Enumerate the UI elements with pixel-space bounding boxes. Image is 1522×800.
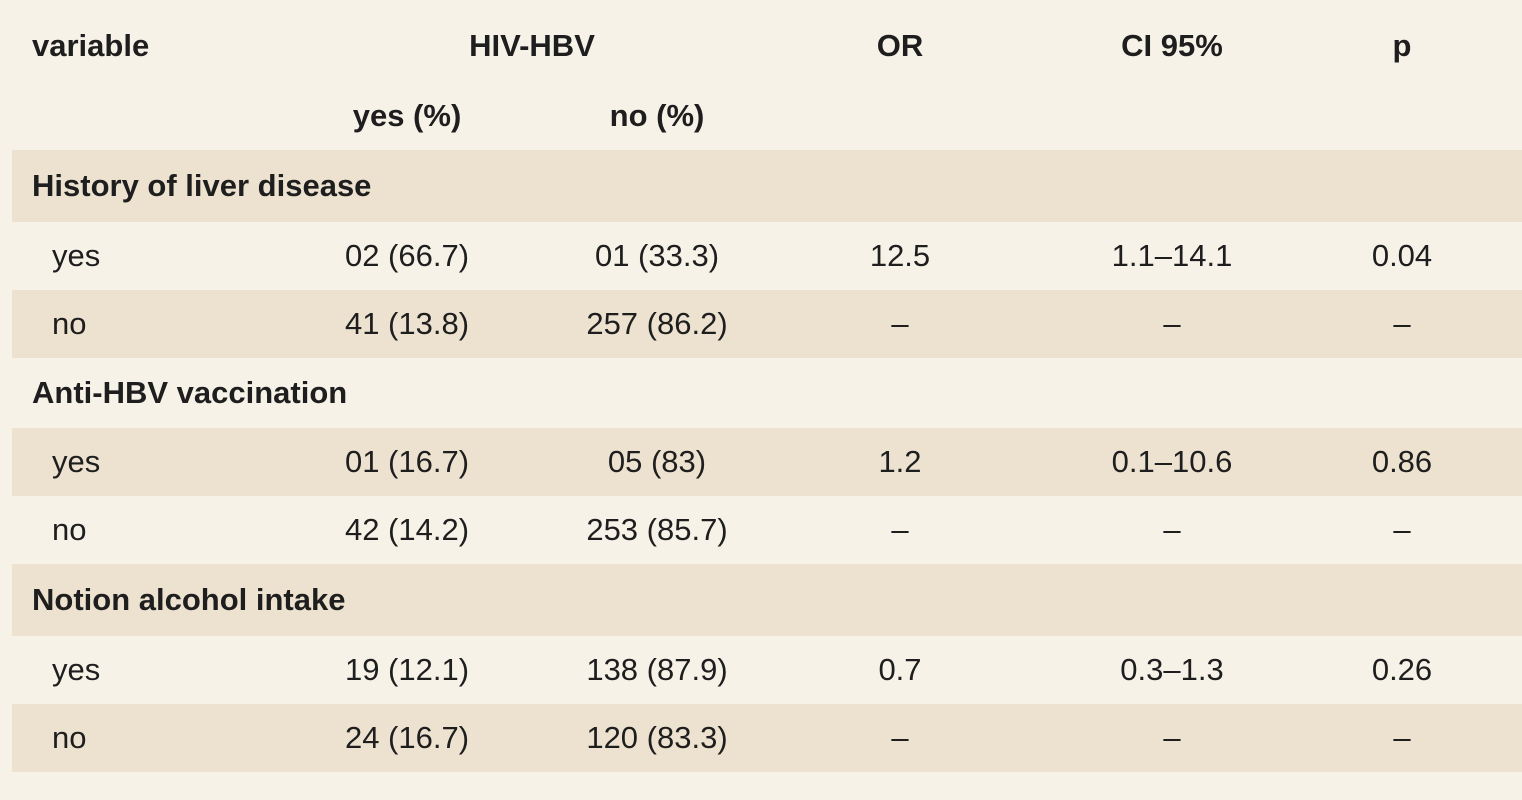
section-title: Anti-HBV vaccination <box>32 375 348 410</box>
table-row: yes 02 (66.7) 01 (33.3) 12.5 1.1–14.1 0.… <box>12 222 1522 290</box>
cell-no: 253 (85.7) <box>586 512 728 547</box>
cell-p: 0.86 <box>1371 444 1433 479</box>
cell-or: 12.5 <box>869 238 931 273</box>
cell-yes: 02 (66.7) <box>344 238 470 273</box>
row-label: no <box>52 512 87 547</box>
header-yes-pct: yes (%) <box>352 98 462 133</box>
cell-ci: 1.1–14.1 <box>1111 238 1233 273</box>
cell-ci: 0.3–1.3 <box>1120 652 1224 687</box>
cell-yes: 01 (16.7) <box>344 444 470 479</box>
cell-p: – <box>1393 306 1411 341</box>
cell-no: 01 (33.3) <box>594 238 720 273</box>
cell-or: 0.7 <box>878 652 922 687</box>
section-title: History of liver disease <box>32 168 372 203</box>
cell-p: 0.26 <box>1371 652 1433 687</box>
cell-or: 1.2 <box>878 444 922 479</box>
header-variable: variable <box>32 28 150 63</box>
row-label: yes <box>52 444 101 479</box>
cell-no: 05 (83) <box>607 444 707 479</box>
table-subheader-row: yes (%) no (%) <box>12 82 1522 150</box>
row-label: yes <box>52 238 101 273</box>
cell-ci: – <box>1163 306 1181 341</box>
cell-no: 257 (86.2) <box>586 306 728 341</box>
table-row: yes 01 (16.7) 05 (83) 1.2 0.1–10.6 0.86 <box>12 428 1522 496</box>
cell-yes: 41 (13.8) <box>344 306 470 341</box>
table-row: no 42 (14.2) 253 (85.7) – – – <box>12 496 1522 564</box>
cell-p: – <box>1393 720 1411 755</box>
cell-yes: 24 (16.7) <box>344 720 470 755</box>
header-ci: CI 95% <box>1121 28 1223 63</box>
table-row: no 24 (16.7) 120 (83.3) – – – <box>12 704 1522 772</box>
section-title-row: History of liver disease <box>12 150 1522 222</box>
row-label: no <box>52 720 87 755</box>
table-row: no 41 (13.8) 257 (86.2) – – – <box>12 290 1522 358</box>
section-title-row: Anti-HBV vaccination <box>12 358 1522 428</box>
table-header-row: variable HIV-HBV OR CI 95% p <box>12 10 1522 82</box>
cell-ci: – <box>1163 512 1181 547</box>
header-hiv-hbv: HIV-HBV <box>469 28 595 63</box>
header-p: p <box>1392 28 1412 63</box>
section-title: Notion alcohol intake <box>32 582 346 617</box>
table-row: yes 19 (12.1) 138 (87.9) 0.7 0.3–1.3 0.2… <box>12 636 1522 704</box>
header-no-pct: no (%) <box>609 98 705 133</box>
cell-p: – <box>1393 512 1411 547</box>
cell-no: 138 (87.9) <box>586 652 728 687</box>
header-or: OR <box>876 28 924 63</box>
cell-no: 120 (83.3) <box>586 720 728 755</box>
cell-p: 0.04 <box>1371 238 1433 273</box>
cell-yes: 19 (12.1) <box>344 652 470 687</box>
row-label: no <box>52 306 87 341</box>
cell-ci: – <box>1163 720 1181 755</box>
section-title-row: Notion alcohol intake <box>12 564 1522 636</box>
table-footer-band <box>12 772 1522 800</box>
cell-yes: 42 (14.2) <box>344 512 470 547</box>
cell-or: – <box>891 306 909 341</box>
cell-ci: 0.1–10.6 <box>1111 444 1233 479</box>
cell-or: – <box>891 720 909 755</box>
cell-or: – <box>891 512 909 547</box>
row-label: yes <box>52 652 101 687</box>
